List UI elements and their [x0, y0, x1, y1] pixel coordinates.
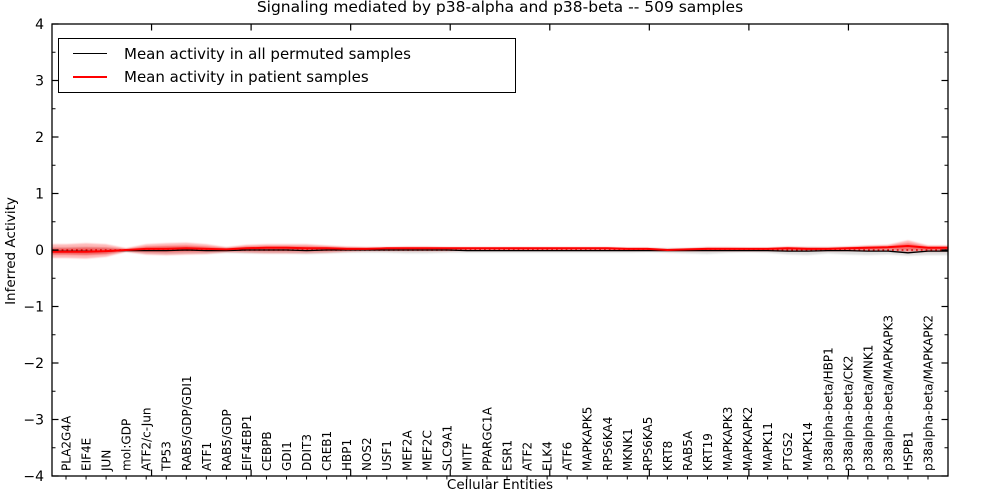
line-patient-mean	[52, 244, 948, 253]
category-label: p38alpha-beta/CK2	[841, 356, 855, 471]
category-label: MAPKAPK2	[741, 407, 755, 471]
y-tick-labels: −4 −3 −2 −1 0 1 2 3 4	[23, 17, 44, 485]
svg-text:−1: −1	[23, 300, 44, 316]
category-label: GDI1	[280, 441, 294, 471]
x-ticks	[150, 24, 850, 476]
svg-text:−2: −2	[23, 356, 44, 372]
category-label: MKNK1	[621, 428, 635, 471]
category-label: HBP1	[340, 439, 354, 471]
category-label: TP53	[160, 441, 174, 472]
category-label: HSPB1	[901, 431, 915, 471]
category-label: DDIT3	[300, 434, 314, 471]
category-label: ATF2	[521, 442, 535, 471]
category-label: NOS2	[360, 437, 374, 471]
category-label: PLA2G4A	[60, 415, 74, 471]
category-label: ELK4	[541, 441, 555, 471]
category-label: MEF2A	[400, 430, 414, 471]
category-label: PPARGC1A	[480, 406, 494, 471]
category-label: ESR1	[501, 440, 515, 471]
legend: Mean activity in all permuted samples Me…	[58, 38, 516, 93]
y-ticks	[52, 23, 948, 477]
svg-text:2: 2	[35, 130, 44, 146]
category-label: ATF6	[561, 442, 575, 471]
category-label: PTGS2	[781, 432, 795, 471]
svg-text:3: 3	[35, 74, 44, 90]
category-label: KRT8	[661, 441, 675, 471]
category-label: ATF2/c-Jun	[140, 407, 154, 471]
category-label: RPS6KA4	[601, 417, 615, 471]
legend-label-permuted: Mean activity in all permuted samples	[124, 44, 411, 63]
svg-text:0: 0	[35, 243, 44, 259]
line-permuted-mean	[52, 249, 948, 254]
category-label: RAB5A	[681, 430, 695, 471]
category-label: CREB1	[320, 431, 334, 471]
category-label: RPS6KA5	[641, 417, 655, 471]
category-label: CEBPB	[260, 431, 274, 471]
category-label: MAPKAPK3	[721, 407, 735, 471]
svg-text:1: 1	[35, 187, 44, 203]
category-label: p38alpha-beta/MNK1	[861, 345, 875, 471]
category-label: EIF4E	[80, 438, 94, 471]
chart-title: Signaling mediated by p38-alpha and p38-…	[256, 0, 744, 16]
category-label: RAB5/GDP	[220, 409, 234, 471]
category-label: p38alpha-beta/MAPKAPK2	[922, 315, 936, 471]
category-label: MAPK14	[801, 422, 815, 471]
category-label: SLC9A1	[440, 425, 454, 471]
category-label: mol:GDP	[120, 419, 134, 471]
category-ticks	[65, 476, 929, 480]
legend-line-black	[73, 53, 107, 55]
category-label: MITF	[460, 443, 474, 471]
category-label: MEF2C	[420, 430, 434, 471]
x-axis-label: Cellular Entities	[446, 477, 554, 493]
svg-text:−4: −4	[23, 469, 44, 485]
category-label: MAPKAPK5	[581, 407, 595, 471]
svg-text:−3: −3	[23, 413, 44, 429]
category-label: RAB5/GDP/GDI1	[180, 375, 194, 471]
legend-item-permuted: Mean activity in all permuted samples	[59, 45, 515, 63]
category-label: EIF4EBP1	[240, 415, 254, 471]
category-label: p38alpha-beta/HBP1	[821, 347, 835, 471]
category-label: MAPK11	[761, 422, 775, 471]
category-labels: PLA2G4A EIF4E JUN mol:GDP ATF2/c-Jun TP53 RAB5…	[60, 315, 936, 472]
legend-label-patient: Mean activity in patient samples	[124, 68, 369, 87]
category-label: KRT19	[701, 433, 715, 471]
legend-item-patient: Mean activity in patient samples	[59, 68, 515, 86]
category-label: JUN	[100, 450, 114, 472]
svg-text:4: 4	[35, 17, 44, 33]
category-label: p38alpha-beta/MAPKAPK3	[881, 315, 895, 471]
legend-line-red	[73, 76, 107, 79]
category-label: USF1	[380, 440, 394, 471]
category-label: ATF1	[200, 442, 214, 471]
